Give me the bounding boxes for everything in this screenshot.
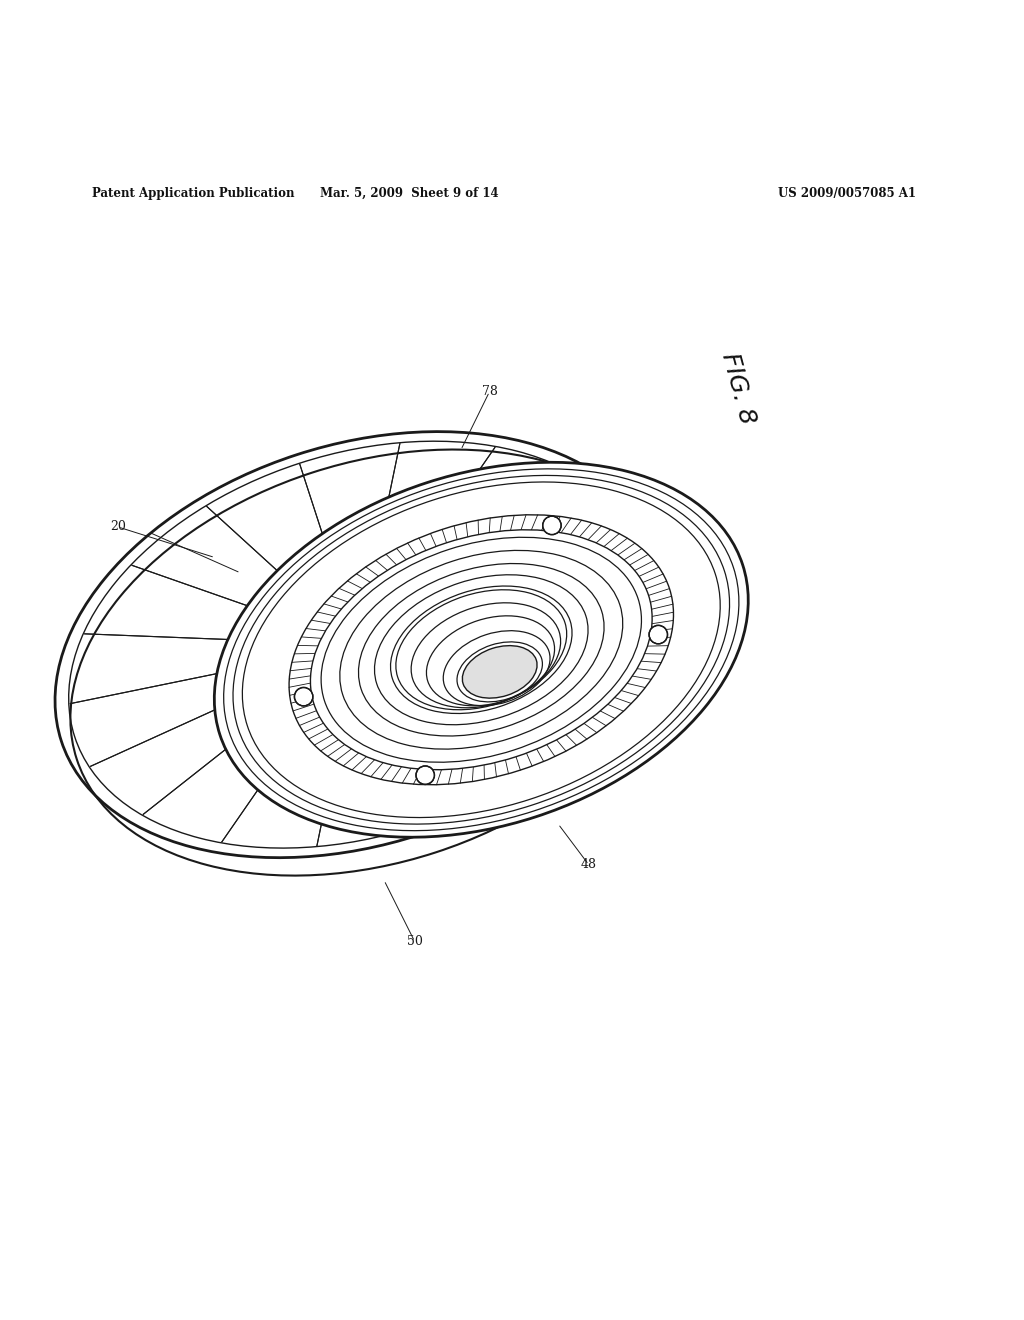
Text: US 2009/0057085 A1: US 2009/0057085 A1 bbox=[778, 187, 916, 199]
Ellipse shape bbox=[222, 549, 495, 741]
Text: 28: 28 bbox=[611, 484, 628, 498]
Text: 58: 58 bbox=[645, 560, 662, 573]
Text: Mar. 5, 2009  Sheet 9 of 14: Mar. 5, 2009 Sheet 9 of 14 bbox=[321, 187, 499, 199]
Ellipse shape bbox=[214, 462, 749, 837]
Ellipse shape bbox=[393, 587, 569, 711]
Text: 48: 48 bbox=[581, 858, 597, 871]
Ellipse shape bbox=[295, 688, 313, 706]
Text: 20: 20 bbox=[110, 520, 126, 533]
Ellipse shape bbox=[310, 529, 652, 770]
Text: 70: 70 bbox=[663, 659, 679, 672]
Text: 78: 78 bbox=[481, 385, 498, 399]
Ellipse shape bbox=[416, 766, 434, 784]
Ellipse shape bbox=[55, 432, 662, 858]
Ellipse shape bbox=[463, 645, 537, 698]
Ellipse shape bbox=[225, 550, 492, 738]
Text: FIG. 8: FIG. 8 bbox=[717, 350, 759, 426]
Ellipse shape bbox=[543, 516, 561, 535]
Text: Patent Application Publication: Patent Application Publication bbox=[92, 187, 295, 199]
Text: 50: 50 bbox=[407, 935, 423, 948]
Ellipse shape bbox=[649, 626, 668, 644]
